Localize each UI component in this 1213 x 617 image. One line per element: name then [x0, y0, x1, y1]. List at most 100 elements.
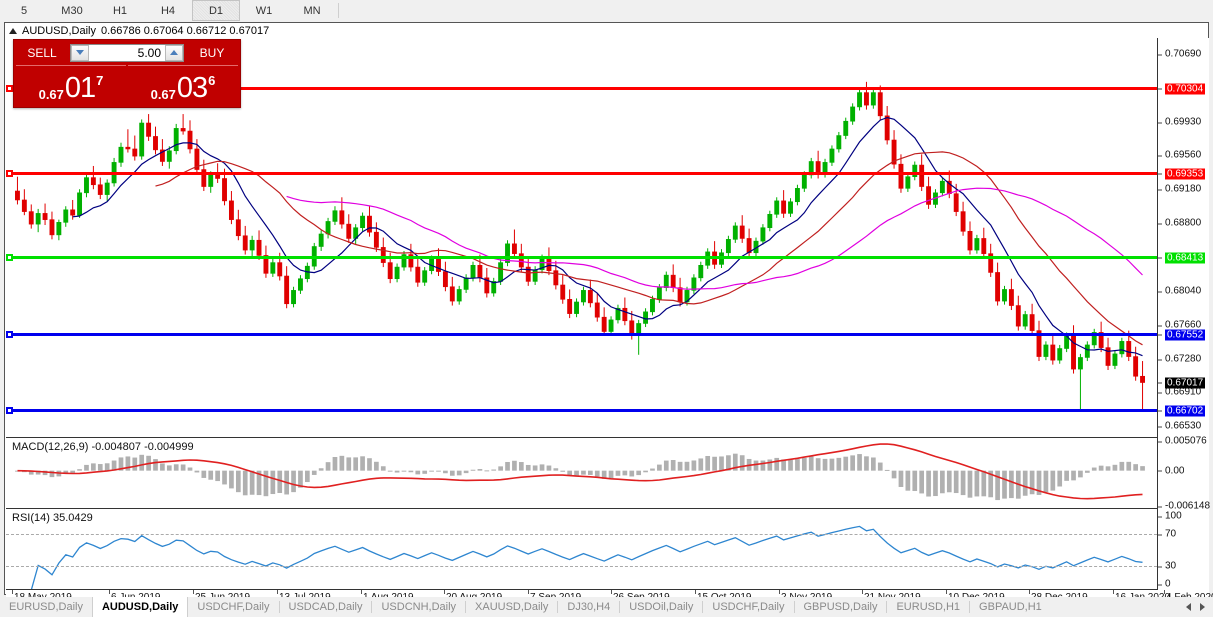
tab-divider: [702, 601, 704, 613]
timeframe-d1[interactable]: D1: [192, 0, 240, 21]
tab-usdchf-daily[interactable]: USDCHF,Daily: [712, 601, 785, 613]
timeframe-mn[interactable]: MN: [303, 4, 321, 17]
buy-price-big: 03: [176, 72, 208, 104]
tick-label: 0.68413: [1165, 252, 1206, 264]
tick-label: 0.67660: [1165, 319, 1202, 331]
rsi-svg: [30, 525, 1143, 589]
timeframe-w1[interactable]: W1: [255, 4, 273, 17]
tick-mark: [444, 590, 445, 594]
tab-divider: [793, 601, 795, 613]
tick-mark: [1113, 590, 1114, 594]
level-line-handle[interactable]: [6, 331, 13, 339]
triangle-up-icon[interactable]: [9, 27, 17, 34]
tab-dj30-h4[interactable]: DJ30,H4: [567, 601, 611, 613]
macd-pane[interactable]: MACD(12,26,9) -0.004807 -0.004999: [6, 439, 1157, 509]
buy-price-prefix: 0.67: [150, 87, 176, 102]
buy-label[interactable]: BUY: [199, 45, 225, 60]
quantity-stepper[interactable]: 5.00: [70, 43, 184, 62]
tick-mark: [1158, 506, 1162, 507]
rsi-pane[interactable]: RSI(14) 35.0429: [6, 510, 1157, 590]
tick-mark: [1158, 470, 1162, 472]
arrow-right-icon[interactable]: [1200, 603, 1205, 611]
price-tick-0.69930: 0.69930: [1158, 117, 1201, 128]
tick-mark: [1158, 88, 1162, 90]
timeframe-h4[interactable]: H4: [160, 4, 176, 17]
timeframe-h1[interactable]: H1: [112, 4, 128, 17]
tab-usdchf-daily[interactable]: USDCHF,Daily: [197, 601, 270, 613]
tab-gbpaud-h1[interactable]: GBPAUD,H1: [979, 601, 1042, 613]
tick-mark: [946, 590, 947, 594]
tick-mark: [695, 590, 696, 594]
tick-mark: [862, 590, 863, 594]
tab-usdcnh-daily[interactable]: USDCNH,Daily: [381, 601, 457, 613]
tick-mark: [1158, 173, 1162, 175]
tab-eurusd-h1[interactable]: EURUSD,H1: [896, 601, 961, 613]
level-line-pivot-level[interactable]: [6, 254, 1157, 262]
tick-label: 0.66910: [1165, 386, 1202, 398]
level-line-support-lower[interactable]: [6, 407, 1157, 415]
tab-gbpusd-daily[interactable]: GBPUSD,Daily: [803, 601, 878, 613]
buy-button[interactable]: 0.67 03 6: [128, 65, 238, 105]
tab-divider: [886, 601, 888, 613]
price-tick-0.67280: 0.67280: [1158, 354, 1201, 365]
tab-usdoil-daily[interactable]: USDOil,Daily: [629, 601, 694, 613]
tick-mark: [277, 590, 278, 594]
level-line-handle[interactable]: [6, 85, 13, 93]
tick-mark: [1029, 590, 1030, 594]
price-tick-0.67552: 0.67552: [1158, 329, 1206, 341]
level-line-handle[interactable]: [6, 170, 13, 178]
tick-label: 30: [1165, 560, 1177, 572]
level-line-support-upper[interactable]: [6, 331, 1157, 339]
tick-label: 0.68040: [1165, 285, 1202, 297]
one-click-trading-panel[interactable]: SELL 5.00 BUY 0.67 01 7: [13, 39, 241, 108]
macd-label: MACD(12,26,9) -0.004807 -0.004999: [10, 441, 196, 453]
timeframe-m30[interactable]: M30: [61, 4, 83, 17]
tab-eurusd-daily[interactable]: EURUSD,Daily: [9, 601, 83, 613]
tick-mark: [1158, 155, 1162, 157]
tick-mark: [1158, 426, 1162, 428]
tick-label: 0.70304: [1165, 83, 1206, 95]
tick-mark: [1158, 566, 1162, 567]
timeframe-5[interactable]: 5: [20, 4, 28, 17]
chart-tab-bar: EURUSD,Daily AUDUSD,Daily USDCHF,Daily USDC…: [0, 597, 1213, 617]
price-tick-0.70304: 0.70304: [1158, 83, 1206, 95]
tick-mark: [1158, 441, 1162, 442]
tab-xauusd-daily[interactable]: XAUUSD,Daily: [475, 601, 549, 613]
sell-label[interactable]: SELL: [27, 45, 57, 60]
quantity-input[interactable]: 5.00: [137, 45, 161, 60]
macd-tick--0.006148: -0.006148: [1158, 501, 1210, 512]
tick-label: 0: [1165, 578, 1171, 590]
chevron-up-icon[interactable]: [165, 44, 183, 61]
chevron-down-icon[interactable]: [71, 44, 89, 61]
price-pane[interactable]: [6, 38, 1157, 438]
tick-mark: [1158, 223, 1162, 225]
arrow-left-icon[interactable]: [1186, 603, 1191, 611]
price-tick-0.66530: 0.66530: [1158, 421, 1201, 432]
tab-divider: [465, 601, 467, 613]
level-line-handle[interactable]: [6, 407, 13, 415]
level-line-resistance-upper[interactable]: [6, 85, 1157, 93]
tick-mark: [1158, 334, 1162, 336]
tab-divider: [619, 601, 621, 613]
rsi-tick-30: 30: [1158, 561, 1176, 572]
tick-mark: [1158, 382, 1162, 384]
tick-mark: [779, 590, 780, 594]
price-axis[interactable]: 0.70690 0.70304 0.69930 0.69560 0.69353 0.691…: [1157, 38, 1210, 590]
price-tick-0.68040: 0.68040: [1158, 286, 1201, 297]
tab-divider: [278, 601, 280, 613]
tab-audusd-daily[interactable]: AUDUSD,Daily: [91, 597, 189, 617]
sell-button[interactable]: 0.67 01 7: [16, 65, 126, 105]
tick-label: 70: [1165, 528, 1177, 540]
level-line-resistance-lower[interactable]: [6, 170, 1157, 178]
tick-mark: [1158, 325, 1162, 327]
price-tick-0.67660: 0.67660: [1158, 320, 1201, 331]
sell-price-prefix: 0.67: [38, 87, 64, 102]
tab-usdcad-daily[interactable]: USDCAD,Daily: [288, 601, 363, 613]
tick-mark: [1158, 359, 1162, 361]
level-line-handle[interactable]: [6, 254, 13, 262]
tick-label: 0.70690: [1165, 48, 1202, 60]
rsi-level-30: [6, 566, 1157, 567]
macd-svg: [15, 443, 1145, 501]
tick-mark: [1158, 584, 1162, 585]
